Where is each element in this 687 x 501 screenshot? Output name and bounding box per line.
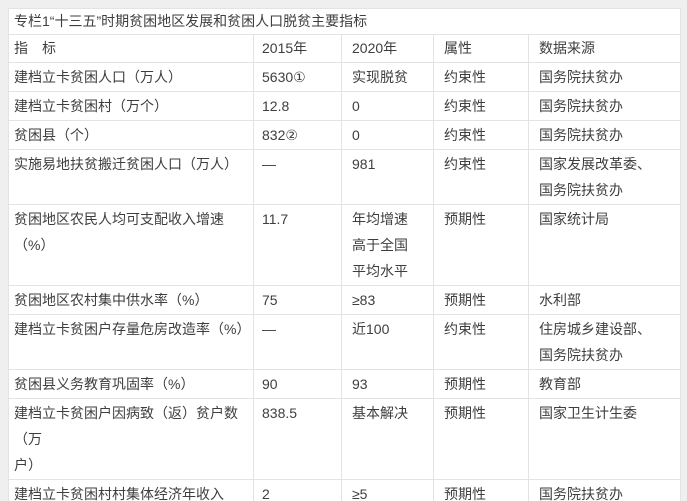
indicator-cell: 建档立卡贫困户因病致（返）贫户数（万 户） (8, 398, 254, 480)
table-row: 建档立卡贫困村村集体经济年收入（万元 ） 2 ≥5 预期性 国务院扶贫办 (8, 479, 681, 501)
table-row: 建档立卡贫困村（万个） 12.8 0 约束性 国务院扶贫办 (8, 91, 681, 121)
value-2020-cell: ≥5 (341, 479, 434, 501)
attribute-cell: 预期性 (433, 285, 529, 315)
attribute-cell: 预期性 (433, 204, 529, 286)
value-2015-cell: — (253, 314, 342, 370)
value-2020-cell: 981 (341, 149, 434, 205)
indicator-cell: 建档立卡贫困村（万个） (8, 91, 254, 121)
attribute-cell: 预期性 (433, 369, 529, 399)
column-header-2020: 2020年 (341, 34, 434, 63)
attribute-cell: 预期性 (433, 479, 529, 501)
column-header-indicator: 指 标 (8, 34, 254, 63)
source-cell: 国务院扶贫办 (528, 62, 681, 92)
indicator-cell: 实施易地扶贫搬迁贫困人口（万人） (8, 149, 254, 205)
source-cell: 国家发展改革委、 国务院扶贫办 (528, 149, 681, 205)
column-header-2015: 2015年 (253, 34, 342, 63)
value-2020-cell: 93 (341, 369, 434, 399)
source-cell: 国务院扶贫办 (528, 91, 681, 121)
value-2015-cell: 5630① (253, 62, 342, 92)
source-cell: 国务院扶贫办 (528, 120, 681, 150)
attribute-cell: 约束性 (433, 62, 529, 92)
table-title-row: 专栏1“十三五”时期贫困地区发展和贫困人口脱贫主要指标 (8, 8, 681, 35)
attribute-cell: 约束性 (433, 314, 529, 370)
indicator-cell: 贫困地区农民人均可支配收入增速（%） (8, 204, 254, 286)
indicator-cell: 贫困地区农村集中供水率（%） (8, 285, 254, 315)
value-2020-cell: 0 (341, 120, 434, 150)
indicator-cell: 建档立卡贫困人口（万人） (8, 62, 254, 92)
table-row: 建档立卡贫困户存量危房改造率（%） — 近100 约束性 住房城乡建设部、 国务… (8, 314, 681, 370)
source-cell: 国家卫生计生委 (528, 398, 681, 480)
table-row: 贫困地区农村集中供水率（%） 75 ≥83 预期性 水利部 (8, 285, 681, 315)
table-header-row: 指 标 2015年 2020年 属性 数据来源 (8, 34, 681, 63)
table-title: 专栏1“十三五”时期贫困地区发展和贫困人口脱贫主要指标 (8, 8, 681, 35)
table-row: 贫困地区农民人均可支配收入增速（%） 11.7 年均增速 高于全国 平均水平 预… (8, 204, 681, 286)
value-2020-cell: 基本解决 (341, 398, 434, 480)
value-2020-cell: 实现脱贫 (341, 62, 434, 92)
table-row: 贫困县（个） 832② 0 约束性 国务院扶贫办 (8, 120, 681, 150)
table-row: 实施易地扶贫搬迁贫困人口（万人） — 981 约束性 国家发展改革委、 国务院扶… (8, 149, 681, 205)
table-row: 建档立卡贫困人口（万人） 5630① 实现脱贫 约束性 国务院扶贫办 (8, 62, 681, 92)
table-row: 贫困县义务教育巩固率（%） 90 93 预期性 教育部 (8, 369, 681, 399)
value-2020-cell: 近100 (341, 314, 434, 370)
indicator-cell: 贫困县（个） (8, 120, 254, 150)
column-header-source: 数据来源 (528, 34, 681, 63)
indicators-table: 专栏1“十三五”时期贫困地区发展和贫困人口脱贫主要指标 指 标 2015年 20… (8, 8, 681, 501)
source-cell: 水利部 (528, 285, 681, 315)
value-2015-cell: 90 (253, 369, 342, 399)
value-2020-cell: 年均增速 高于全国 平均水平 (341, 204, 434, 286)
indicator-cell: 贫困县义务教育巩固率（%） (8, 369, 254, 399)
source-cell: 教育部 (528, 369, 681, 399)
value-2015-cell: — (253, 149, 342, 205)
column-header-attribute: 属性 (433, 34, 529, 63)
attribute-cell: 约束性 (433, 91, 529, 121)
indicator-cell: 建档立卡贫困村村集体经济年收入（万元 ） (8, 479, 254, 501)
attribute-cell: 约束性 (433, 149, 529, 205)
source-cell: 国家统计局 (528, 204, 681, 286)
source-cell: 国务院扶贫办 (528, 479, 681, 501)
attribute-cell: 约束性 (433, 120, 529, 150)
value-2020-cell: 0 (341, 91, 434, 121)
table-row: 建档立卡贫困户因病致（返）贫户数（万 户） 838.5 基本解决 预期性 国家卫… (8, 398, 681, 480)
value-2015-cell: 12.8 (253, 91, 342, 121)
value-2015-cell: 75 (253, 285, 342, 315)
value-2015-cell: 11.7 (253, 204, 342, 286)
value-2020-cell: ≥83 (341, 285, 434, 315)
indicator-cell: 建档立卡贫困户存量危房改造率（%） (8, 314, 254, 370)
value-2015-cell: 832② (253, 120, 342, 150)
source-cell: 住房城乡建设部、 国务院扶贫办 (528, 314, 681, 370)
attribute-cell: 预期性 (433, 398, 529, 480)
value-2015-cell: 2 (253, 479, 342, 501)
value-2015-cell: 838.5 (253, 398, 342, 480)
